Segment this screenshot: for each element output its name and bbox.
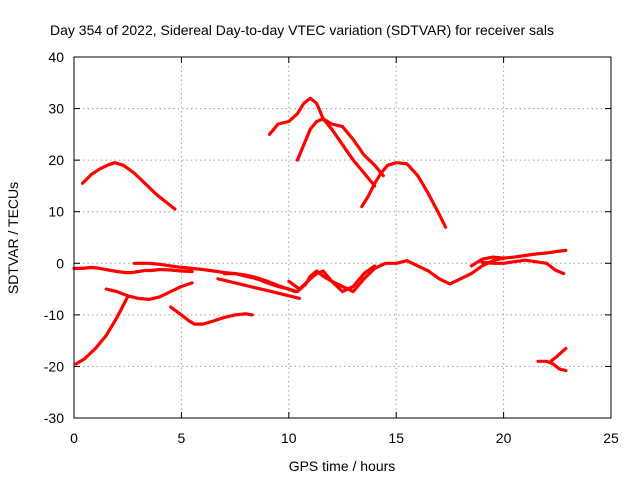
y-tick-label: 10 xyxy=(48,204,64,220)
x-tick-label: 5 xyxy=(178,430,186,446)
y-tick-label: 30 xyxy=(48,101,64,117)
x-tick-label: 15 xyxy=(388,430,404,446)
x-axis-label: GPS time / hours xyxy=(289,458,396,474)
series-arc-6 xyxy=(169,305,254,326)
series-arc-13 xyxy=(469,248,568,268)
plot-frame xyxy=(73,56,612,419)
x-tick-label: 25 xyxy=(603,430,619,446)
grid xyxy=(74,57,611,418)
series-arc-7 xyxy=(216,277,302,300)
series-arc-5 xyxy=(132,261,297,294)
x-tick-label: 0 xyxy=(70,430,78,446)
x-tick-label: 10 xyxy=(281,430,297,446)
y-tick-label: 20 xyxy=(48,152,64,168)
y-tick-label: -30 xyxy=(44,410,64,426)
series-arc-8 xyxy=(222,256,506,294)
chart-title: Day 354 of 2022, Sidereal Day-to-day VTE… xyxy=(50,22,554,38)
series-arc-11 xyxy=(295,117,385,178)
series-arc-12 xyxy=(360,161,448,229)
ticks: -30 -20 -10 0 10 20 30 40 0 5 10 15 20 25 xyxy=(44,49,619,446)
series-arc-17 xyxy=(549,346,568,363)
y-axis-label: SDTVAR / TECUs xyxy=(5,182,21,294)
series-arc-1 xyxy=(80,161,177,211)
y-tick-label: -20 xyxy=(44,358,64,374)
series-arc-14 xyxy=(480,258,549,265)
y-tick-label: 0 xyxy=(56,255,64,271)
y-tick-label: -10 xyxy=(44,307,64,323)
series-arc-9 xyxy=(287,264,377,294)
series-arc-3 xyxy=(74,295,130,366)
x-tick-label: 20 xyxy=(496,430,512,446)
series-arc-4 xyxy=(104,281,194,301)
series-arc-16 xyxy=(536,359,568,373)
series-arc-2 xyxy=(72,265,194,275)
series-arc-15 xyxy=(544,261,566,276)
series-arc-10 xyxy=(267,96,377,188)
series-layer xyxy=(72,96,568,373)
y-tick-label: 40 xyxy=(48,49,64,65)
